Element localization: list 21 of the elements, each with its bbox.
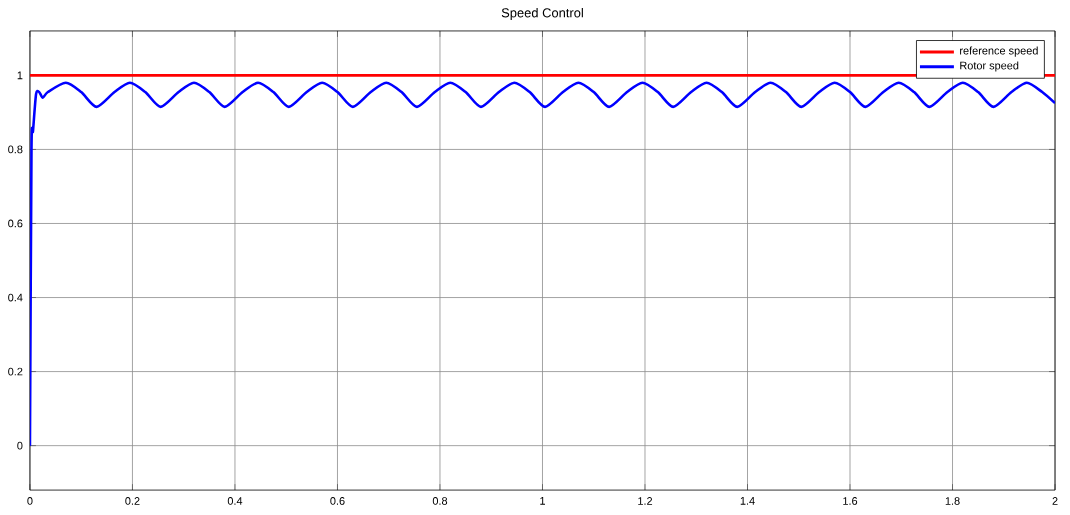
chart-title: Speed Control	[501, 7, 583, 20]
x-tick-label: 0.6	[330, 497, 345, 505]
legend-label: Rotor speed	[960, 61, 1019, 72]
x-tick-label: 1	[540, 497, 545, 505]
x-tick-label: 0.2	[125, 497, 140, 505]
x-tick-label: 1.2	[638, 497, 653, 505]
x-tick-label: 1.4	[740, 497, 755, 505]
line-series	[29, 81, 1056, 447]
x-tick-label: 1.8	[945, 497, 960, 505]
x-tick-label: 2	[1052, 497, 1058, 505]
y-tick-label: 0.6	[8, 219, 23, 228]
y-tick-label: 0	[17, 441, 23, 450]
y-tick-label: 0.8	[8, 145, 23, 154]
legend-label: reference speed	[960, 46, 1038, 57]
x-tick-label: 0.8	[432, 497, 448, 505]
y-tick-label: 1	[17, 71, 23, 80]
y-tick-label: 0.4	[8, 293, 23, 302]
x-tick-label: 0	[27, 497, 33, 505]
x-tick-label: 1.6	[843, 497, 858, 505]
x-tick-label: 0.4	[227, 497, 243, 505]
y-tick-label: 0.2	[8, 367, 23, 376]
